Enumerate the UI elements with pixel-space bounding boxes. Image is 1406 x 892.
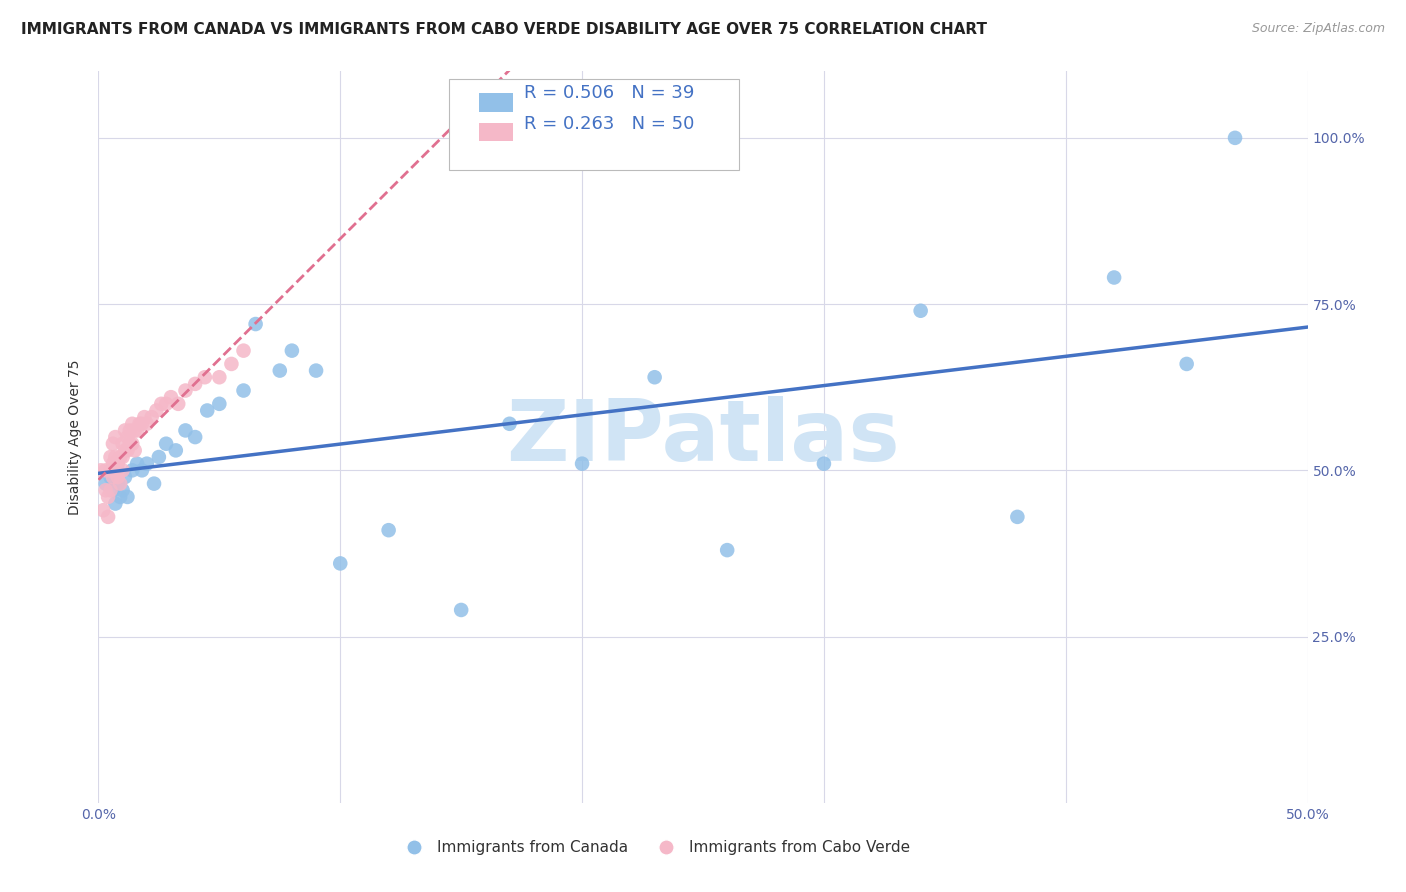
Point — [148, 450, 170, 464]
Point — [94, 476, 117, 491]
Point — [160, 390, 183, 404]
Text: R = 0.263   N = 50: R = 0.263 N = 50 — [524, 115, 695, 133]
Point — [111, 483, 134, 498]
Point — [232, 343, 254, 358]
Point — [117, 490, 139, 504]
Point — [269, 363, 291, 377]
Point — [111, 436, 134, 450]
Point — [90, 463, 112, 477]
Point — [124, 424, 146, 438]
Point — [208, 370, 231, 384]
Point — [194, 370, 217, 384]
Point — [281, 343, 304, 358]
Point — [97, 490, 120, 504]
Point — [100, 463, 122, 477]
Point — [128, 417, 150, 431]
Point — [135, 457, 157, 471]
Point — [329, 557, 352, 571]
Point — [117, 443, 139, 458]
Point — [124, 443, 146, 458]
Point — [118, 424, 141, 438]
Point — [174, 424, 197, 438]
Point — [121, 463, 143, 477]
Text: R = 0.506   N = 39: R = 0.506 N = 39 — [524, 85, 695, 103]
Point — [571, 457, 593, 471]
Text: IMMIGRANTS FROM CANADA VS IMMIGRANTS FROM CABO VERDE DISABILITY AGE OVER 75 CORR: IMMIGRANTS FROM CANADA VS IMMIGRANTS FRO… — [21, 22, 987, 37]
Point — [101, 457, 124, 471]
Point — [117, 430, 139, 444]
Point — [114, 470, 136, 484]
Point — [100, 450, 122, 464]
Point — [94, 483, 117, 498]
Y-axis label: Disability Age Over 75: Disability Age Over 75 — [69, 359, 83, 515]
Point — [121, 417, 143, 431]
Point — [141, 410, 163, 425]
Point — [91, 503, 114, 517]
Point — [114, 443, 136, 458]
Point — [107, 463, 129, 477]
Text: Source: ZipAtlas.com: Source: ZipAtlas.com — [1251, 22, 1385, 36]
Point — [1223, 131, 1246, 145]
Point — [108, 450, 131, 464]
Point — [813, 457, 835, 471]
Point — [155, 436, 177, 450]
Point — [127, 424, 149, 438]
Point — [184, 376, 207, 391]
Point — [100, 470, 122, 484]
Point — [135, 417, 157, 431]
Legend: Immigrants from Canada, Immigrants from Cabo Verde: Immigrants from Canada, Immigrants from … — [392, 834, 917, 861]
Point — [131, 463, 153, 477]
Point — [377, 523, 399, 537]
Point — [104, 497, 127, 511]
Point — [165, 443, 187, 458]
Point — [101, 470, 124, 484]
Bar — [479, 94, 513, 112]
Point — [498, 417, 520, 431]
Point — [232, 384, 254, 398]
Point — [221, 357, 243, 371]
Point — [145, 403, 167, 417]
Point — [114, 424, 136, 438]
Point — [150, 397, 173, 411]
Point — [155, 397, 177, 411]
Point — [121, 436, 143, 450]
Point — [108, 490, 131, 504]
Point — [1102, 270, 1125, 285]
Point — [127, 457, 149, 471]
Point — [111, 450, 134, 464]
Point — [101, 436, 124, 450]
Point — [97, 509, 120, 524]
Point — [716, 543, 738, 558]
Point — [134, 410, 156, 425]
Point — [184, 430, 207, 444]
Point — [305, 363, 328, 377]
Point — [143, 476, 166, 491]
Point — [167, 397, 190, 411]
Point — [118, 436, 141, 450]
Point — [195, 403, 218, 417]
Point — [644, 370, 666, 384]
Text: ZIPatlas: ZIPatlas — [506, 395, 900, 479]
Point — [450, 603, 472, 617]
Point — [1175, 357, 1198, 371]
Point — [108, 476, 131, 491]
Point — [107, 470, 129, 484]
Point — [245, 317, 267, 331]
Point — [131, 417, 153, 431]
Bar — [479, 122, 513, 141]
Point — [208, 397, 231, 411]
Point — [111, 463, 134, 477]
Point — [94, 463, 117, 477]
FancyBboxPatch shape — [449, 78, 740, 170]
Point — [104, 430, 127, 444]
Point — [1007, 509, 1029, 524]
Point — [107, 476, 129, 491]
Point — [104, 450, 127, 464]
Point — [101, 483, 124, 498]
Point — [910, 303, 932, 318]
Point — [107, 457, 129, 471]
Point — [174, 384, 197, 398]
Point — [100, 483, 122, 498]
Point — [104, 463, 127, 477]
